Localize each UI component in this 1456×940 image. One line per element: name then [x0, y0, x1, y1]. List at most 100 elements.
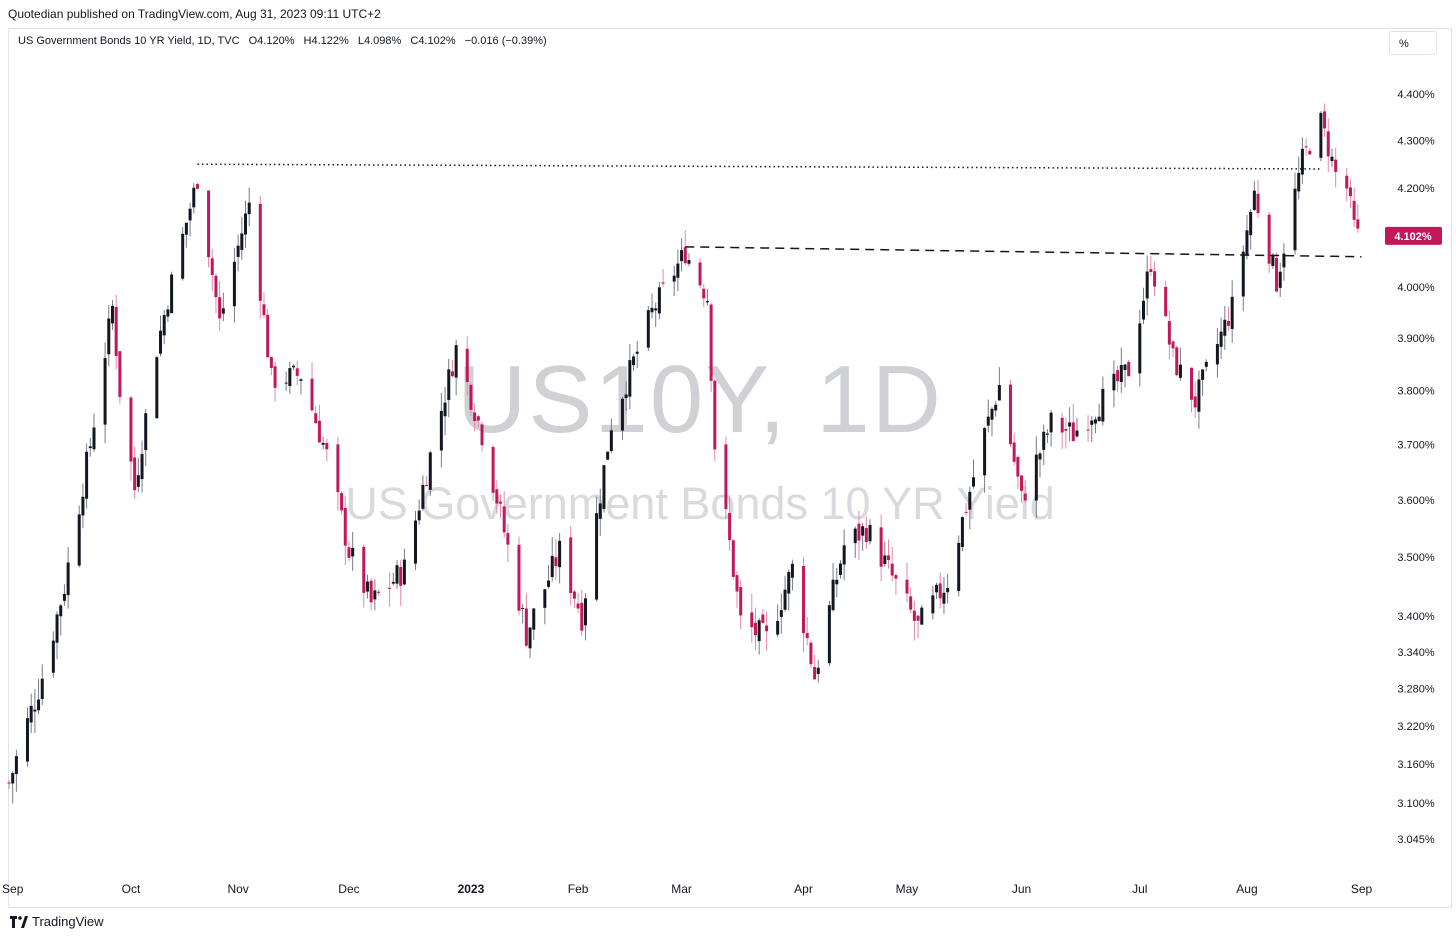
- candle-body: [687, 260, 691, 264]
- candle-body: [543, 589, 547, 608]
- candle-body: [583, 598, 587, 626]
- candle-body: [739, 587, 743, 616]
- candle-body: [428, 452, 432, 490]
- price-tick-label: 3.280%: [1397, 684, 1435, 696]
- candle-body: [299, 379, 303, 381]
- candle-body: [524, 608, 528, 646]
- candle-body: [628, 360, 632, 397]
- candle-body: [240, 233, 244, 250]
- candle-body: [1008, 384, 1012, 445]
- candle-body: [1042, 431, 1046, 450]
- candle-body: [340, 493, 344, 511]
- candle-body: [40, 678, 44, 699]
- candle-body: [1064, 428, 1068, 431]
- candle-body: [838, 563, 842, 575]
- candle-body: [1245, 230, 1249, 256]
- candle-body: [85, 451, 89, 499]
- candle-body: [159, 330, 163, 354]
- candle-body: [761, 614, 765, 623]
- candle-body: [292, 365, 296, 368]
- candle-body: [391, 581, 395, 584]
- candle-body: [402, 559, 406, 585]
- candle-body: [14, 756, 18, 775]
- time-tick-label: Sep: [2, 882, 24, 896]
- candle-body: [705, 301, 709, 303]
- candle-body: [790, 563, 794, 578]
- candle-body: [983, 428, 987, 476]
- candle-body: [861, 526, 865, 536]
- candle-body: [1016, 456, 1020, 477]
- candle-body: [59, 605, 63, 617]
- candle-body: [1223, 319, 1227, 336]
- price-tick-label: 3.100%: [1397, 798, 1435, 810]
- candle-body: [284, 382, 288, 384]
- candle-body: [447, 369, 451, 400]
- candle-body: [632, 356, 636, 366]
- candle-body: [1034, 454, 1038, 501]
- footer-brand: TradingView: [10, 914, 104, 929]
- candle-body: [1090, 420, 1094, 425]
- candle-body: [395, 565, 399, 584]
- candle-body: [676, 263, 680, 278]
- candle-body: [66, 562, 70, 596]
- time-tick-label: Oct: [122, 882, 141, 896]
- candle-body: [140, 454, 144, 480]
- candle-body: [1045, 433, 1049, 435]
- candle-body: [25, 718, 29, 762]
- candle-body: [606, 451, 610, 460]
- candle-body: [1215, 344, 1219, 365]
- candle-body: [920, 607, 924, 625]
- candle-body: [103, 358, 107, 425]
- time-tick-label: Feb: [568, 882, 589, 896]
- candle-body: [842, 545, 846, 565]
- candle-body: [783, 589, 787, 610]
- price-tick-label: 4.400%: [1397, 89, 1435, 101]
- candle-body: [1086, 429, 1090, 431]
- price-tick-label: 3.600%: [1397, 495, 1435, 507]
- candle-body: [373, 590, 377, 600]
- candle-body: [968, 491, 972, 510]
- time-tick-label: May: [896, 882, 919, 896]
- candle-body: [713, 380, 717, 450]
- legend-symbol[interactable]: US Government Bonds 10 YR Yield, 1D, TVC: [18, 35, 240, 47]
- time-tick-label: Mar: [671, 882, 692, 896]
- candle-body: [809, 642, 813, 665]
- candle-body: [994, 404, 998, 411]
- candle-body: [247, 202, 251, 215]
- candle-body: [1193, 396, 1197, 408]
- candle-body: [1323, 111, 1327, 129]
- candle-body: [506, 533, 510, 545]
- candle-body: [580, 602, 584, 631]
- candle-body: [1153, 271, 1157, 287]
- ohlc-legend: US Government Bonds 10 YR Yield, 1D, TVC…: [18, 35, 553, 47]
- candle-body: [129, 397, 133, 462]
- candle-body: [1178, 364, 1182, 378]
- chart-frame: [8, 28, 1452, 908]
- candle-body: [495, 489, 499, 504]
- candle-body: [62, 593, 66, 601]
- price-tick-label: 3.800%: [1397, 386, 1435, 398]
- candle-body: [835, 579, 839, 585]
- candle-body: [1164, 286, 1168, 317]
- percent-scale-button[interactable]: %: [1389, 31, 1437, 55]
- candle-body: [813, 667, 817, 680]
- candle-body: [1230, 296, 1234, 329]
- candle-body: [439, 410, 443, 451]
- candle-body: [362, 546, 366, 593]
- candle-body: [92, 427, 96, 450]
- candle-body: [1068, 422, 1072, 427]
- candle-body: [864, 528, 868, 543]
- candle-body: [51, 640, 55, 673]
- candle-body: [602, 465, 606, 509]
- candle-body: [1300, 148, 1304, 175]
- candle-body: [244, 213, 248, 235]
- candle-body: [572, 591, 576, 599]
- candle-body: [728, 513, 732, 541]
- published-text: Quotedian published on TradingView.com, …: [8, 7, 381, 21]
- candle-body: [646, 310, 650, 348]
- candle-body: [1127, 361, 1131, 377]
- candle-body: [1249, 212, 1253, 236]
- candle-body: [133, 457, 137, 491]
- candle-body: [1049, 412, 1053, 433]
